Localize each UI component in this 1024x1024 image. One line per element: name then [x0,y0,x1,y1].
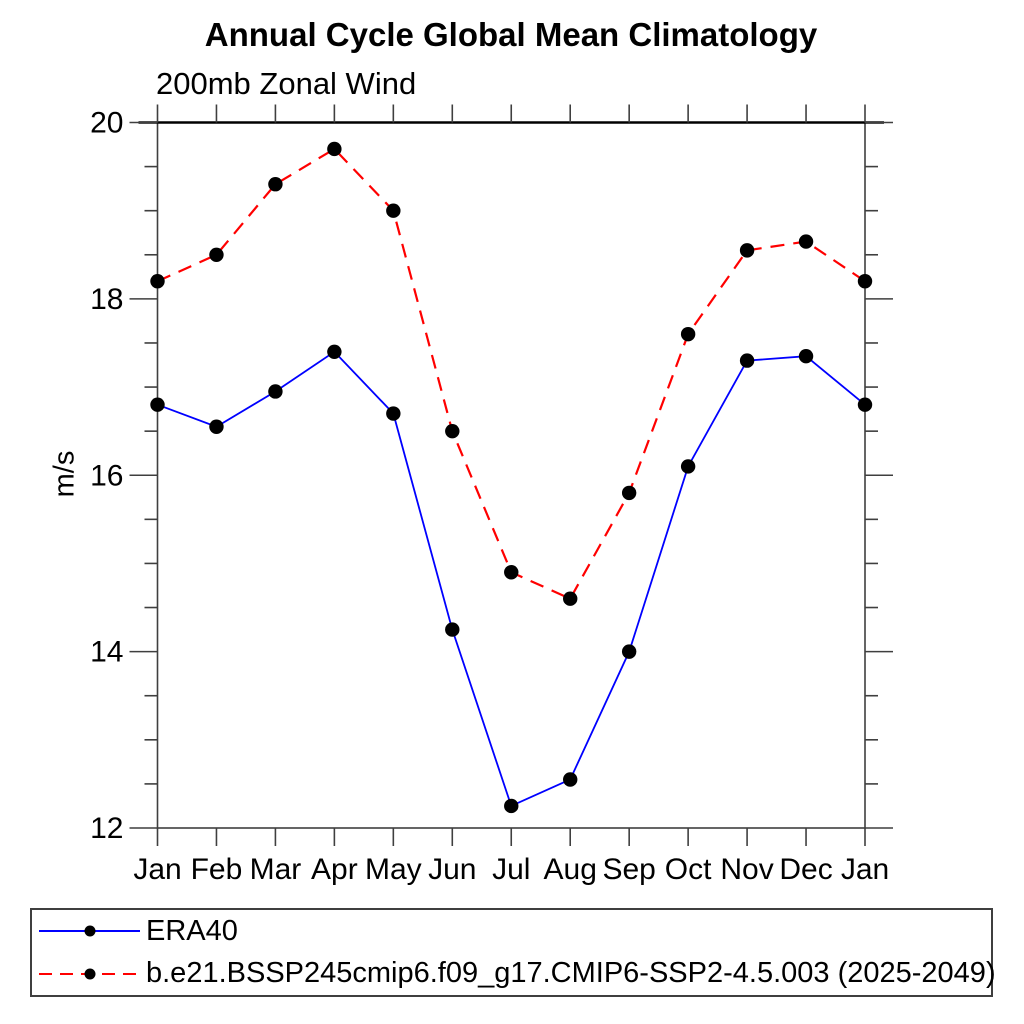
series-line-model [157,147,866,601]
data-point-marker-model [563,591,578,606]
data-point-marker-era40 [563,772,578,787]
x-tick-label: Feb [191,853,243,886]
legend-label-model: b.e21.BSSP245cmip6.f09_g17.CMIP6-SSP2-4.… [146,957,996,990]
data-point-marker-model [386,203,401,218]
x-tick-label: May [365,853,422,886]
data-point-marker-era40 [268,384,283,399]
data-point-marker-model [445,423,460,439]
data-point-marker-model [680,326,696,342]
x-tick-label: Apr [311,853,358,886]
data-point-marker-model [327,141,342,157]
data-point-marker-model [268,177,283,192]
x-tick-label: Dec [779,853,832,886]
y-tick-label: 12 [90,812,123,845]
data-point-marker-era40 [680,459,696,474]
legend-label-era40: ERA40 [146,914,238,947]
data-point-marker-era40 [739,353,755,368]
era40-sample-marker-icon [84,925,96,937]
x-tick-label: Mar [250,853,302,886]
x-tick-label: Aug [544,853,597,886]
x-tick-label: Jun [428,853,476,886]
data-point-marker-era40 [150,397,165,412]
data-point-marker-model [739,243,755,258]
data-point-marker-model [798,234,814,249]
data-point-marker-model [857,274,873,289]
legend: ERA40 b.e21.BSSP245cmip6.f09_g17.CMIP6-S… [30,908,996,997]
data-point-marker-era40 [798,348,814,364]
data-point-marker-era40 [857,397,873,412]
era40-line-sample [39,925,140,937]
data-point-marker-era40 [327,344,342,359]
x-tick-label: Sep [602,853,655,886]
data-point-marker-era40 [504,798,519,814]
y-tick-label: 20 [90,107,123,140]
model-sample-marker-icon [84,968,96,980]
x-tick-label: Jan [133,853,181,886]
y-tick-label: 16 [90,459,123,492]
data-point-marker-era40 [621,644,637,659]
model-line-sample [39,968,140,980]
y-tick-label: 14 [90,636,123,669]
data-point-marker-model [504,565,519,580]
x-tick-label: Jul [492,853,530,886]
legend-item-era40: ERA40 [32,910,991,953]
chart-subtitle: 200mb Zonal Wind [156,66,417,101]
x-tick-label: Nov [720,853,773,886]
y-tick-label: 18 [90,283,123,316]
data-point-marker-era40 [445,622,460,637]
data-point-marker-era40 [209,419,224,434]
x-tick-label: Jan [841,853,889,886]
legend-item-model: b.e21.BSSP245cmip6.f09_g17.CMIP6-SSP2-4.… [32,953,996,996]
x-tick-label: Oct [665,853,712,886]
data-point-marker-model [150,274,165,289]
data-point-marker-era40 [386,406,401,421]
data-point-marker-model [209,247,224,262]
chart-frame [156,121,866,829]
chart-title: Annual Cycle Global Mean Climatology [204,16,818,53]
data-point-marker-model [621,485,637,501]
